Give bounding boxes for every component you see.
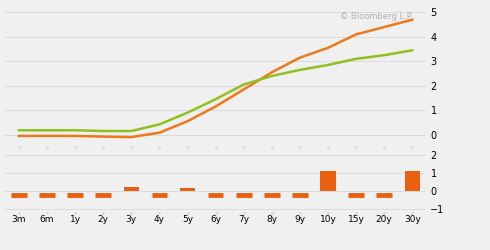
Text: © Bloomberg L.P.: © Bloomberg L.P.: [341, 12, 414, 21]
Bar: [320, 170, 336, 191]
Bar: [405, 170, 420, 191]
Bar: [180, 188, 195, 191]
Bar: [123, 187, 139, 191]
